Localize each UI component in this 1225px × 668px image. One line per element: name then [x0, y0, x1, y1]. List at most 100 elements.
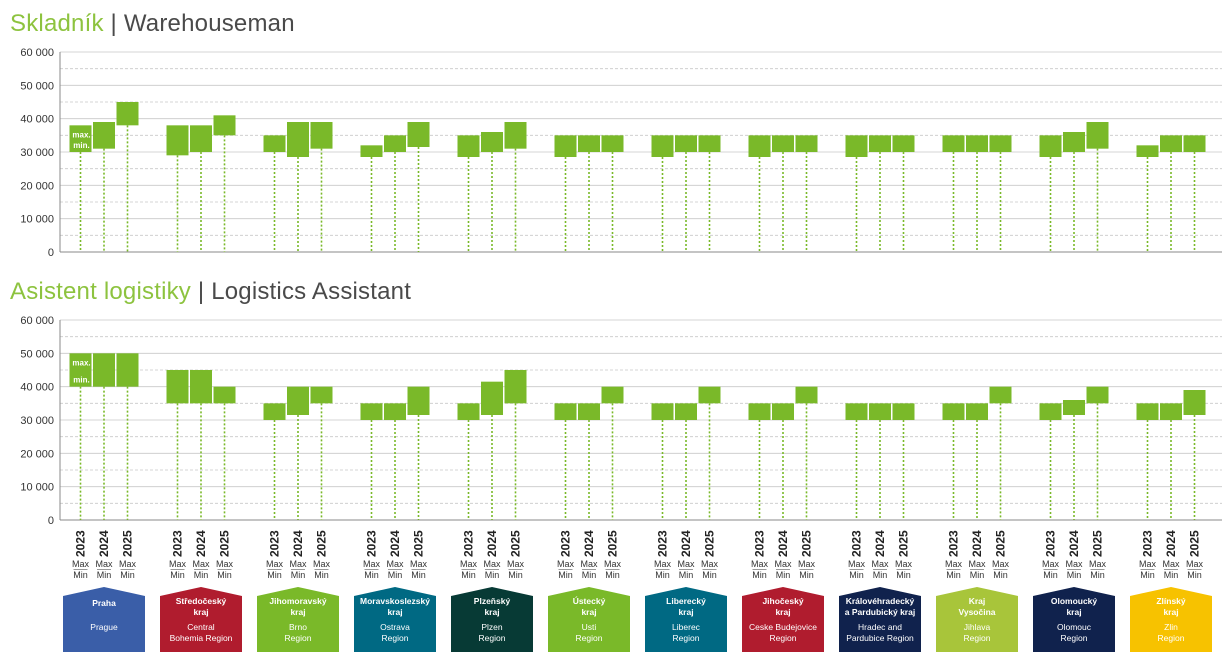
x-max-label: Max	[895, 559, 913, 569]
region-name-english: Jihlava	[964, 622, 991, 632]
x-max-label: Max	[507, 559, 525, 569]
range-bar	[116, 102, 139, 126]
range-bar	[504, 370, 527, 404]
region-name-czech: Jihomoravský	[269, 596, 326, 606]
region-badge	[354, 587, 436, 652]
range-bar	[869, 403, 891, 420]
region-name-english: Region	[576, 633, 603, 643]
region-name-english: Central	[187, 622, 215, 632]
range-bar	[360, 403, 383, 420]
x-year-label: 2024	[1067, 530, 1081, 557]
x-year-label: 2025	[1091, 530, 1105, 557]
x-year-label: 2025	[218, 530, 232, 557]
x-year-label: 2025	[1188, 530, 1202, 557]
x-year-label: 2025	[509, 530, 523, 557]
bar-annotation-min: min.	[73, 141, 89, 150]
range-bar	[1160, 403, 1182, 420]
region-badge	[1033, 587, 1115, 652]
x-min-label: Min	[314, 570, 329, 580]
x-max-label: Max	[557, 559, 575, 569]
x-max-label: Max	[1162, 559, 1180, 569]
x-year-label: 2024	[97, 530, 111, 557]
x-year-label: 2024	[873, 530, 887, 557]
x-year-label: 2025	[703, 530, 717, 557]
x-year-label: 2024	[388, 530, 402, 557]
y-tick-label: 30 000	[20, 147, 54, 159]
x-max-label: Max	[386, 559, 404, 569]
x-min-label: Min	[485, 570, 500, 580]
x-year-label: 2024	[679, 530, 693, 557]
x-year-label: 2024	[485, 530, 499, 557]
x-min-label: Min	[364, 570, 379, 580]
x-max-label: Max	[313, 559, 331, 569]
range-bar	[795, 135, 818, 152]
x-year-label: 2025	[897, 530, 911, 557]
range-bar	[966, 403, 988, 420]
x-min-label: Min	[558, 570, 573, 580]
x-year-label: 2023	[850, 530, 864, 557]
x-min-label: Min	[461, 570, 476, 580]
range-bar	[942, 135, 965, 152]
region-name-english: Pardubice Region	[846, 633, 914, 643]
x-year-label: 2023	[753, 530, 767, 557]
region-badge	[1130, 587, 1212, 652]
x-max-label: Max	[483, 559, 501, 569]
x-year-label: 2024	[291, 530, 305, 557]
range-bar	[1063, 132, 1085, 152]
region-name-english: Region	[382, 633, 409, 643]
x-year-label: 2023	[1044, 530, 1058, 557]
region-name-czech: kraj	[1163, 607, 1178, 617]
range-bar	[384, 135, 406, 152]
x-max-label: Max	[798, 559, 816, 569]
x-min-label: Min	[679, 570, 694, 580]
region-badge	[160, 587, 242, 652]
region-name-czech: Vysočina	[958, 607, 995, 617]
x-min-label: Min	[849, 570, 864, 580]
x-year-label: 2024	[776, 530, 790, 557]
x-year-label: 2024	[194, 530, 208, 557]
x-min-label: Min	[73, 570, 88, 580]
x-min-label: Min	[170, 570, 185, 580]
x-year-label: 2025	[606, 530, 620, 557]
x-max-label: Max	[95, 559, 113, 569]
x-year-label: 2023	[656, 530, 670, 557]
region-name-english: Region	[673, 633, 700, 643]
region-name-czech: kraj	[581, 607, 596, 617]
x-min-label: Min	[1187, 570, 1202, 580]
range-bar	[869, 135, 891, 152]
range-bar	[407, 122, 430, 147]
x-year-label: 2025	[315, 530, 329, 557]
bar-annotation-max: max.	[72, 358, 90, 367]
x-min-label: Min	[1043, 570, 1058, 580]
x-min-label: Min	[776, 570, 791, 580]
y-tick-label: 50 000	[20, 348, 54, 360]
x-year-label: 2023	[268, 530, 282, 557]
range-bar	[748, 403, 771, 420]
range-bar	[675, 135, 697, 152]
x-min-label: Min	[946, 570, 961, 580]
region-name-czech: a Pardubický kraj	[845, 607, 915, 617]
range-bar	[93, 122, 115, 149]
region-name-czech: kraj	[678, 607, 693, 617]
range-bar	[1160, 135, 1182, 152]
range-bar	[166, 125, 189, 156]
x-max-label: Max	[192, 559, 210, 569]
x-year-label: 2023	[462, 530, 476, 557]
x-max-label: Max	[751, 559, 769, 569]
x-min-label: Min	[291, 570, 306, 580]
x-max-label: Max	[580, 559, 598, 569]
range-bar	[1039, 135, 1062, 157]
range-bar	[190, 125, 212, 152]
x-min-label: Min	[1140, 570, 1155, 580]
region-badge	[839, 587, 921, 652]
range-bar	[966, 135, 988, 152]
title-english: Warehouseman	[123, 10, 295, 37]
region-name-czech: kraj	[193, 607, 208, 617]
x-max-label: Max	[654, 559, 672, 569]
x-min-label: Min	[388, 570, 403, 580]
region-badge	[451, 587, 533, 652]
range-bar	[481, 381, 503, 415]
x-year-label: 2023	[559, 530, 573, 557]
x-year-label: 2025	[121, 530, 135, 557]
title-separator: |	[197, 278, 205, 305]
